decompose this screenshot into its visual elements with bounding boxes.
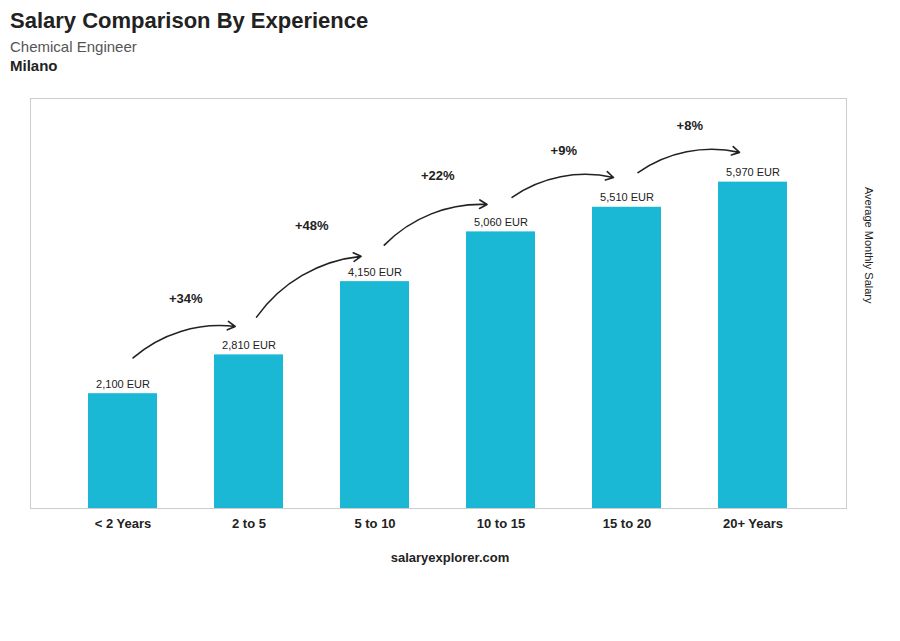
svg-text:+9%: +9% xyxy=(551,143,578,158)
svg-text:10 to 15: 10 to 15 xyxy=(477,516,525,531)
svg-text:Average Monthly Salary: Average Monthly Salary xyxy=(863,187,875,304)
svg-text:4,150 EUR: 4,150 EUR xyxy=(348,266,402,278)
svg-text:2 to 5: 2 to 5 xyxy=(232,516,266,531)
svg-text:5,060 EUR: 5,060 EUR xyxy=(474,216,528,228)
html-text:salaryexplorer.com: salaryexplorer.com xyxy=(390,550,510,565)
html-text:Milano: Milano xyxy=(10,57,58,74)
svg-text:2,100 EUR: 2,100 EUR xyxy=(96,378,150,390)
svg-text:5,510 EUR: 5,510 EUR xyxy=(600,191,654,203)
svg-text:5 to 10: 5 to 10 xyxy=(354,516,395,531)
svg-text:+8%: +8% xyxy=(677,118,704,133)
svg-text:< 2 Years: < 2 Years xyxy=(95,516,152,531)
svg-text:+34%: +34% xyxy=(169,291,203,306)
svg-text:15 to 20: 15 to 20 xyxy=(603,516,651,531)
svg-text:+22%: +22% xyxy=(421,168,455,183)
html-text:Chemical Engineer: Chemical Engineer xyxy=(10,38,137,55)
svg-text:20+ Years: 20+ Years xyxy=(723,516,783,531)
svg-text:2,810 EUR: 2,810 EUR xyxy=(222,339,276,351)
html-text:Salary Comparison By Experienc: Salary Comparison By Experience xyxy=(10,8,369,33)
svg-text:5,970 EUR: 5,970 EUR xyxy=(726,166,780,178)
svg-text:+48%: +48% xyxy=(295,218,329,233)
